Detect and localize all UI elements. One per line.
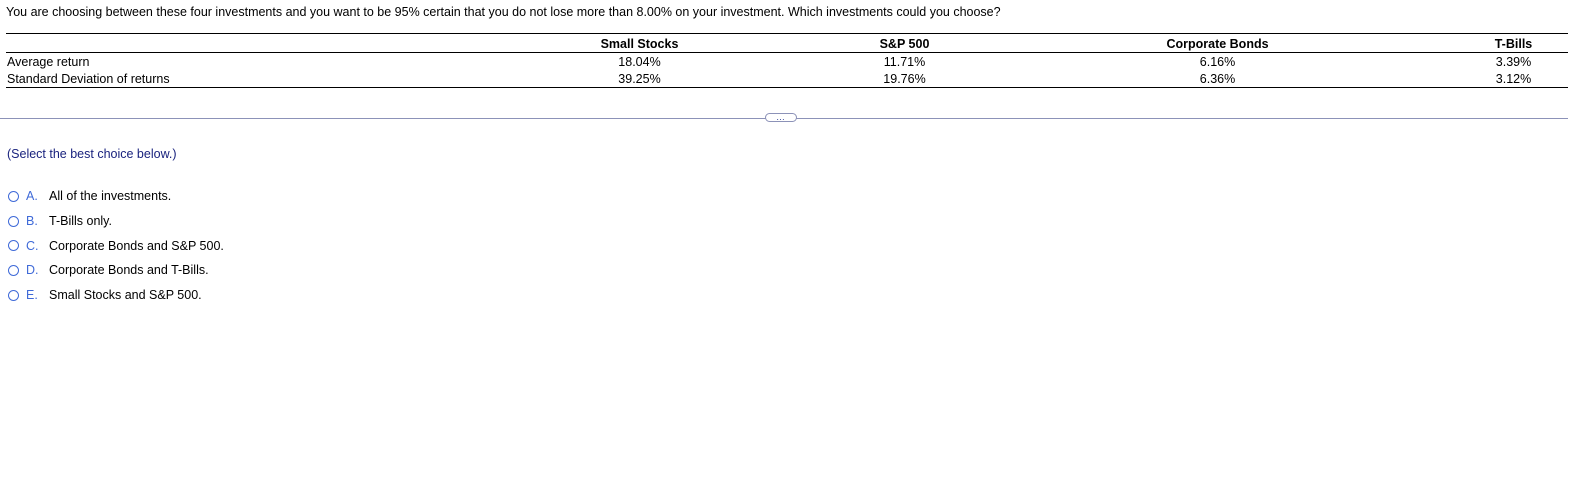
table-cell: 6.16% xyxy=(1199,55,1236,69)
investment-table: Small Stocks S&P 500 Corporate Bonds T-B… xyxy=(6,33,1568,88)
table-header-row: Small Stocks S&P 500 Corporate Bonds T-B… xyxy=(6,33,1568,53)
table-cell: 18.04% xyxy=(618,55,661,69)
radio-button-icon[interactable] xyxy=(8,264,19,276)
option-letter: C. xyxy=(26,238,39,253)
option-letter: D. xyxy=(26,263,39,278)
option-letter: B. xyxy=(26,214,38,229)
option-c[interactable]: C. Corporate Bonds and S&P 500. xyxy=(8,233,224,258)
table-cell: 6.36% xyxy=(1199,72,1236,86)
table-header-sp500: S&P 500 xyxy=(879,36,930,51)
option-d[interactable]: D. Corporate Bonds and T-Bills. xyxy=(8,258,224,283)
option-letter: E. xyxy=(26,288,38,303)
table-header-corporate-bonds: Corporate Bonds xyxy=(1166,36,1269,51)
answer-options: A. All of the investments. B. T-Bills on… xyxy=(8,184,224,307)
table-row: Average return 18.04% 11.71% 6.16% 3.39% xyxy=(6,53,1568,71)
option-text: Corporate Bonds and S&P 500. xyxy=(49,238,224,253)
radio-button-icon[interactable] xyxy=(8,190,19,202)
radio-button-icon[interactable] xyxy=(8,240,19,252)
option-text: T-Bills only. xyxy=(49,214,112,229)
table-header-small-stocks: Small Stocks xyxy=(600,36,679,51)
question-text: You are choosing between these four inve… xyxy=(6,5,1001,19)
option-a[interactable]: A. All of the investments. xyxy=(8,184,224,209)
option-b[interactable]: B. T-Bills only. xyxy=(8,209,224,234)
row-label-average-return: Average return xyxy=(7,55,90,69)
radio-button-icon[interactable] xyxy=(8,215,19,227)
row-label-std-deviation: Standard Deviation of returns xyxy=(7,72,170,86)
table-cell: 19.76% xyxy=(883,72,926,86)
option-text: Small Stocks and S&P 500. xyxy=(49,288,202,303)
table-cell: 11.71% xyxy=(883,55,926,69)
option-text: All of the investments. xyxy=(49,189,172,204)
more-options-button[interactable]: … xyxy=(765,113,797,122)
table-header-tbills: T-Bills xyxy=(1494,36,1533,51)
table-header-blank xyxy=(6,34,446,53)
instruction-text: (Select the best choice below.) xyxy=(7,147,177,161)
option-letter: A. xyxy=(26,189,38,204)
option-e[interactable]: E. Small Stocks and S&P 500. xyxy=(8,283,224,308)
table-cell: 39.25% xyxy=(618,72,661,86)
radio-button-icon[interactable] xyxy=(8,289,19,301)
table-row: Standard Deviation of returns 39.25% 19.… xyxy=(6,70,1568,88)
option-text: Corporate Bonds and T-Bills. xyxy=(49,263,209,278)
table-cell: 3.12% xyxy=(1495,72,1532,86)
table-cell: 3.39% xyxy=(1495,55,1532,69)
